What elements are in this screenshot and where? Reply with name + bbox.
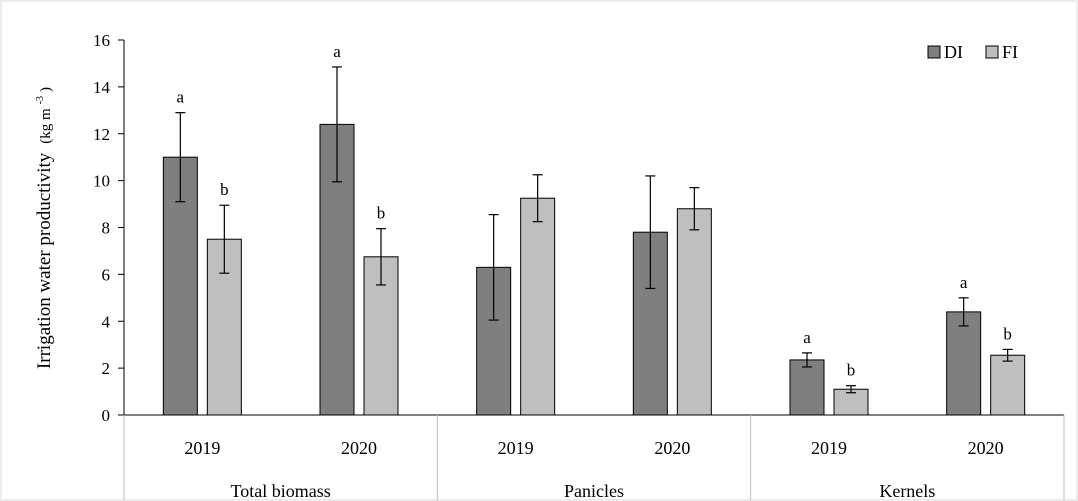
significance-letter: a (960, 273, 968, 292)
significance-letter: a (803, 328, 811, 347)
legend-swatch-di (927, 45, 941, 59)
y-axis-unit-close: ) (38, 87, 54, 92)
bar-fi (990, 354, 1026, 416)
y-tick-label: 2 (102, 359, 111, 378)
x-group-label: Panicles (564, 481, 624, 501)
error-bars-layer (175, 66, 1013, 394)
y-tick-label: 4 (102, 312, 111, 331)
x-group-label: Total biomass (231, 481, 331, 501)
y-tick-label: 10 (93, 172, 110, 191)
significance-letter: a (333, 42, 341, 61)
x-subcategory-label: 2020 (654, 438, 690, 458)
significance-letter: b (1003, 324, 1012, 343)
significance-letter: b (220, 180, 229, 199)
x-subcategory-label: 2019 (498, 438, 534, 458)
x-axis: 2019 2020 Total biomass 2019 2020 Panicles 201… (123, 414, 1065, 501)
bar-di (946, 311, 982, 416)
x-group-label: Kernels (879, 481, 935, 501)
x-subcategory-label: 2020 (341, 438, 377, 458)
significance-labels-layer: a b a b a b a b (177, 42, 1012, 380)
legend: DI FI (927, 42, 1018, 62)
significance-letter: b (377, 204, 386, 223)
legend-label-fi: FI (1002, 42, 1018, 62)
y-axis-label: Irrigation water productivity (34, 152, 55, 369)
x-subcategory-label: 2020 (968, 438, 1004, 458)
y-axis-unit-sup: -3 (35, 96, 46, 104)
y-tick-label: 16 (93, 31, 110, 50)
y-tick-label: 14 (93, 78, 111, 97)
legend-swatch-fi (985, 45, 999, 59)
svg-text:Irrigation water productivity: Irrigation water productivity (kg m -3 ) (30, 87, 55, 369)
y-axis-unit: (kg m (38, 108, 54, 144)
significance-letter: b (847, 361, 856, 380)
y-tick-label: 0 (102, 406, 111, 425)
y-axis: 0 2 4 6 8 10 12 14 16 (93, 31, 125, 425)
x-subcategory-label: 2019 (184, 438, 220, 458)
y-axis-title: Irrigation water productivity (kg m -3 ) (30, 87, 55, 369)
bar-fi (833, 388, 869, 416)
significance-letter: a (177, 88, 185, 107)
y-tick-label: 6 (102, 265, 111, 284)
bar-fi (520, 197, 556, 416)
bar-fi (676, 208, 712, 416)
legend-label-di: DI (944, 42, 963, 62)
bar-di (789, 359, 825, 416)
y-tick-label: 12 (93, 125, 110, 144)
x-subcategory-label: 2019 (811, 438, 847, 458)
y-tick-label: 8 (102, 219, 111, 238)
